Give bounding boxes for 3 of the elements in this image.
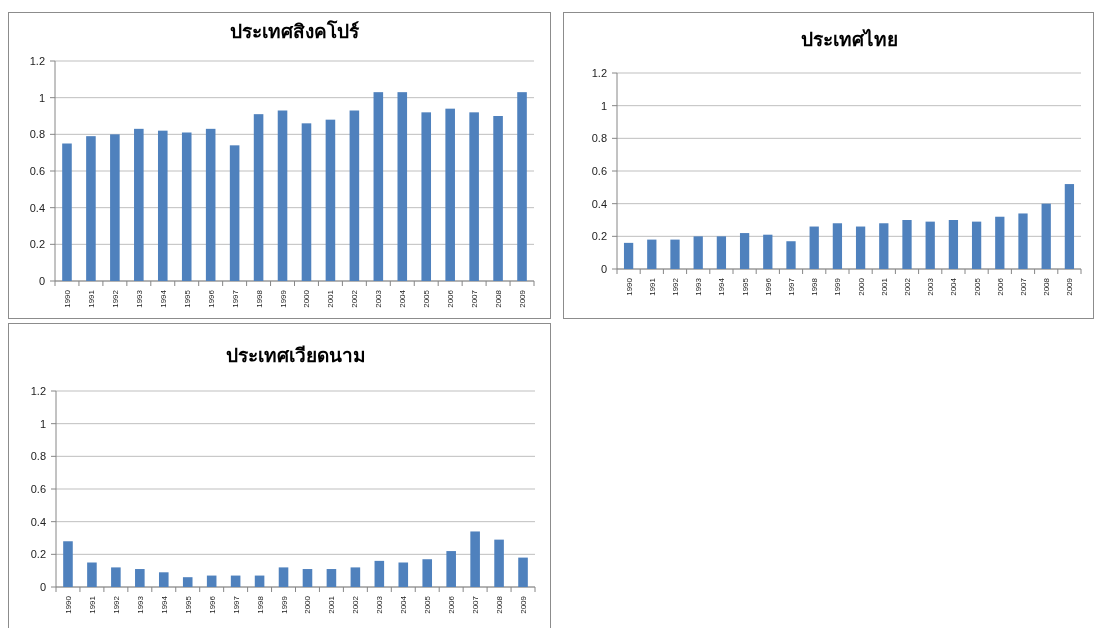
- title: ประเทศสิงคโปร์: [230, 21, 359, 42]
- title: ประเทศไทย: [800, 29, 898, 50]
- title: ประเทศเวียดนาม: [225, 345, 366, 366]
